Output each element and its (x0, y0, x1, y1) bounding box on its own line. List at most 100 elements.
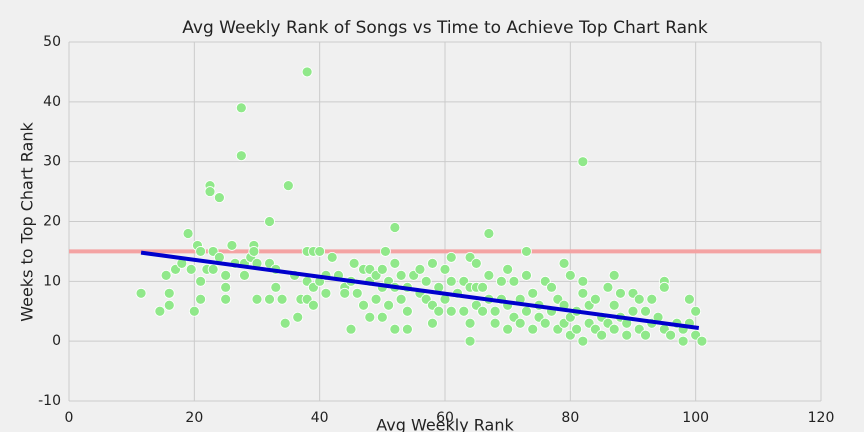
point (427, 257, 438, 269)
point (195, 275, 207, 287)
point (213, 192, 225, 203)
point (207, 263, 219, 275)
point (489, 305, 501, 317)
point (235, 102, 247, 114)
x-tick-label: 120 (808, 410, 835, 426)
x-tick-label: 80 (561, 410, 579, 426)
point (301, 66, 313, 78)
point (401, 323, 413, 335)
point (521, 269, 532, 281)
point (282, 180, 294, 192)
point (358, 299, 369, 311)
point (577, 275, 589, 287)
point (470, 257, 482, 269)
point (502, 263, 514, 275)
point (292, 311, 304, 323)
point (646, 293, 658, 305)
y-tick-label: 40 (43, 94, 61, 110)
point (439, 263, 451, 275)
point (458, 305, 470, 317)
point (640, 305, 651, 317)
point (608, 269, 620, 281)
point (226, 240, 238, 251)
point (521, 246, 532, 257)
point (276, 293, 288, 305)
point (270, 281, 282, 293)
point (445, 251, 457, 263)
point (658, 281, 670, 293)
y-tick-label: 10 (43, 273, 61, 289)
y-axis-label: Weeks to Top Chart Rank (18, 122, 37, 322)
point (489, 317, 501, 329)
point (160, 269, 172, 281)
point (154, 305, 166, 317)
point (502, 323, 514, 335)
point (577, 287, 589, 299)
x-tick-label: 0 (65, 410, 74, 426)
point (195, 246, 207, 257)
point (477, 305, 489, 317)
point (395, 293, 407, 305)
point (477, 281, 489, 293)
point (135, 287, 147, 299)
point (571, 323, 582, 335)
y-tick-label: -10 (38, 393, 61, 409)
point (339, 287, 351, 299)
point (345, 323, 357, 335)
point (326, 251, 338, 263)
point (615, 287, 626, 299)
point (348, 257, 360, 269)
y-tick-label: 0 (52, 333, 61, 349)
point (380, 246, 391, 257)
point (690, 305, 702, 317)
x-tick-label: 100 (682, 410, 709, 426)
point (608, 299, 620, 311)
y-tick-label: 50 (43, 34, 61, 50)
point (163, 287, 175, 299)
point (665, 329, 676, 341)
point (239, 269, 250, 281)
point (383, 299, 395, 311)
point (527, 323, 539, 335)
chart-title: Avg Weekly Rank of Songs vs Time to Achi… (182, 18, 708, 38)
point (445, 305, 457, 317)
point (264, 216, 275, 227)
point (248, 246, 260, 257)
point (320, 287, 332, 299)
point (188, 305, 200, 317)
point (370, 293, 382, 305)
point (558, 257, 570, 269)
fit-line (140, 250, 700, 330)
point (389, 257, 401, 269)
point (364, 311, 376, 323)
point (279, 317, 291, 329)
point (521, 305, 532, 317)
point (464, 335, 476, 347)
point (220, 293, 232, 305)
point (307, 299, 319, 311)
point (251, 293, 263, 305)
point (577, 335, 589, 347)
point (514, 317, 526, 329)
x-tick-label: 20 (185, 410, 203, 426)
y-tick-label: 20 (43, 214, 61, 230)
point (235, 150, 247, 162)
point (640, 329, 651, 341)
point (182, 228, 194, 239)
point (627, 305, 639, 317)
point (395, 269, 407, 281)
point (608, 323, 620, 335)
point (163, 299, 175, 311)
point (427, 317, 438, 329)
point (185, 263, 197, 275)
point (546, 281, 557, 293)
point (527, 287, 539, 299)
y-tick-label: 30 (43, 154, 61, 170)
point (596, 329, 608, 341)
point (376, 263, 388, 275)
x-tick-label: 40 (311, 410, 329, 426)
point (195, 293, 207, 305)
point (495, 275, 507, 287)
point (539, 317, 551, 329)
